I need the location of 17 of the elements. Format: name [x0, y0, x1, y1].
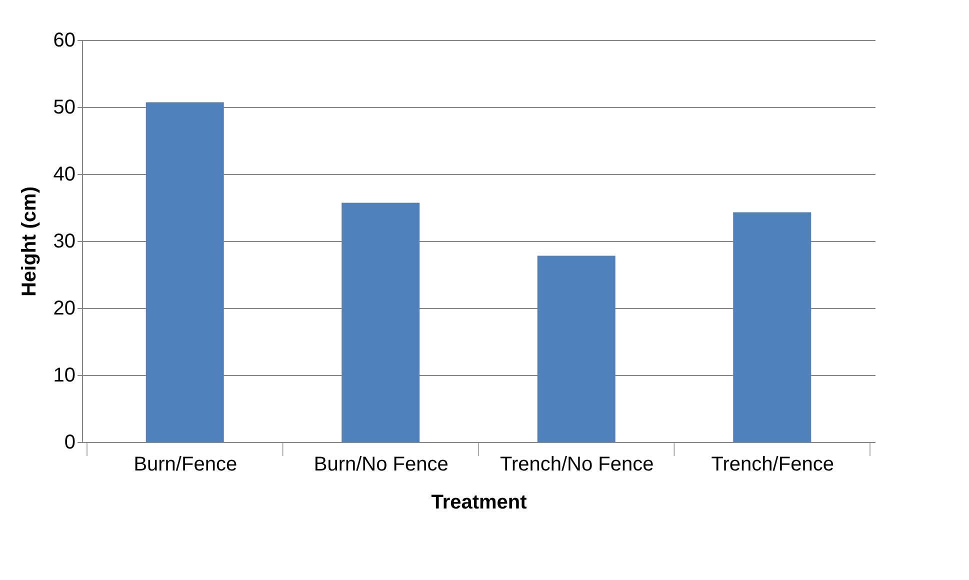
x-tick-label: Trench/Fence [711, 454, 834, 476]
y-tick-label: 60 [53, 30, 76, 52]
bar [733, 212, 812, 442]
bar [342, 202, 420, 442]
y-tick-label: 0 [64, 432, 76, 454]
y-tick-label: 10 [53, 364, 76, 386]
x-tick-label: Burn/No Fence [314, 454, 448, 476]
y-tick-label: 20 [53, 298, 76, 320]
bar [146, 102, 224, 442]
x-tick-label: Burn/Fence [134, 454, 238, 476]
y-tick-label: 50 [53, 96, 76, 118]
y-axis-title: Height (cm) [18, 186, 40, 296]
x-tick-label: Trench/No Fence [500, 454, 654, 476]
y-tick-label: 40 [53, 164, 76, 186]
y-tick-label: 30 [53, 230, 76, 252]
bar [537, 256, 616, 442]
x-axis-title: Treatment [431, 492, 528, 514]
